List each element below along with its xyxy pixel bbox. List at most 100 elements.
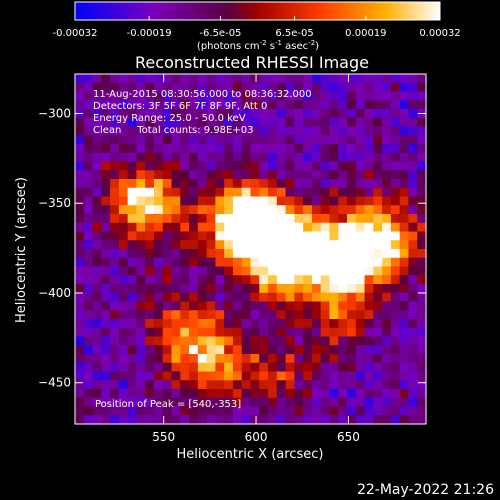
heatmap-cell [320, 205, 331, 215]
heatmap-cell [364, 100, 374, 110]
heatmap-cell [338, 284, 348, 294]
heatmap-cell [224, 362, 234, 373]
heatmap-cell [83, 257, 94, 268]
heatmap-cell [241, 327, 252, 338]
heatmap-cell [285, 222, 295, 233]
heatmap-cell [101, 319, 111, 329]
heatmap-cell [83, 240, 94, 250]
heatmap-cell [171, 284, 181, 294]
heatmap-cell [145, 152, 155, 163]
heatmap-cell [303, 214, 313, 224]
heatmap-cell [83, 109, 94, 119]
heatmap-cell [417, 354, 427, 364]
heatmap-cell [417, 406, 427, 416]
heatmap-cell [276, 109, 287, 119]
heatmap-cell [215, 179, 225, 189]
heatmap-cell [110, 354, 120, 364]
heatmap-cell [189, 371, 199, 381]
heatmap-cell [285, 406, 295, 416]
heatmap-cell [127, 205, 138, 215]
heatmap-cell [364, 389, 374, 399]
heatmap-cell [364, 231, 374, 241]
heatmap-cell [189, 144, 199, 154]
heatmap-cell [241, 161, 252, 171]
heatmap-cell [355, 205, 366, 215]
colorbar-ticks: -0.00032 -0.00019 -6.5e-05 6.5e-05 0.00019 0.… [53, 16, 461, 39]
heatmap-cell [224, 187, 234, 198]
heatmap-cell [250, 415, 260, 425]
heatmap-cell [189, 135, 199, 145]
heatmap-cell [136, 82, 146, 93]
heatmap-cell [206, 91, 217, 101]
heatmap-cell [92, 257, 102, 268]
heatmap-cell [417, 144, 427, 154]
heatmap-cell [136, 109, 146, 119]
heatmap-cell [75, 389, 85, 399]
heatmap-cell [118, 310, 129, 320]
heatmap-cell [189, 205, 199, 215]
heatmap-cell [118, 275, 129, 285]
heatmap-cell [373, 126, 383, 136]
heatmap-cell [382, 354, 392, 364]
heatmap-cell [83, 266, 94, 276]
heatmap-cell [347, 310, 357, 320]
heatmap-cell [189, 327, 199, 338]
heatmap-cell [92, 345, 102, 355]
heatmap-cell [145, 161, 155, 171]
heatmap-cell [145, 257, 155, 268]
plot-frame [74, 73, 427, 425]
heatmap-cell [92, 179, 102, 189]
heatmap-cell [197, 205, 208, 215]
heatmap-cell [180, 319, 190, 329]
heatmap-cell [83, 327, 94, 338]
heatmap-cell [320, 275, 331, 285]
heatmap-cell [303, 371, 313, 381]
heatmap-cell [417, 240, 427, 250]
heatmap-cell [153, 415, 164, 425]
heatmap-cell [303, 222, 313, 233]
heatmap-cell [294, 161, 304, 171]
heatmap-cell [250, 187, 260, 198]
heatmap-cell [162, 196, 173, 206]
heatmap-cell [355, 389, 366, 399]
heatmap-cell [189, 292, 199, 303]
heatmap-cell [268, 275, 278, 285]
heatmap-cell [180, 415, 190, 425]
heatmap-cell [329, 371, 339, 381]
heatmap-cell [153, 144, 164, 154]
heatmap-cell [153, 205, 164, 215]
heatmap-cell [320, 91, 331, 101]
heatmap-cell [153, 389, 164, 399]
heatmap-cell [232, 240, 243, 250]
heatmap-cell [285, 380, 295, 390]
heatmap-cell [382, 310, 392, 320]
heatmap-cell [83, 135, 94, 145]
heatmap-cell [338, 266, 348, 276]
heatmap-cell [189, 380, 199, 390]
heatmap-cell [101, 362, 111, 373]
heatmap-cell [197, 117, 208, 128]
heatmap-cell [206, 249, 217, 259]
heatmap-cell [136, 161, 146, 171]
heatmap-cell [268, 222, 278, 233]
heatmap-cell [311, 406, 322, 416]
heatmap-cell [311, 91, 322, 101]
heatmap-cell [408, 415, 418, 425]
heatmap-cell [75, 144, 85, 154]
heatmap-cell [92, 231, 102, 241]
heatmap-cell [347, 222, 357, 233]
heatmap-cell [75, 380, 85, 390]
heatmap-cell [364, 371, 374, 381]
heatmap-cell [189, 196, 199, 206]
heatmap-cell [355, 354, 366, 364]
heatmap-cell [276, 179, 287, 189]
heatmap-cell [285, 144, 295, 154]
heatmap-cell [101, 415, 111, 425]
heatmap-cell [162, 327, 173, 338]
heatmap-cell [276, 292, 287, 303]
heatmap-cell [338, 187, 348, 198]
heatmap-cell [75, 354, 85, 364]
heatmap-cell [75, 170, 85, 180]
heatmap-cell [373, 135, 383, 145]
heatmap-cell [215, 354, 225, 364]
